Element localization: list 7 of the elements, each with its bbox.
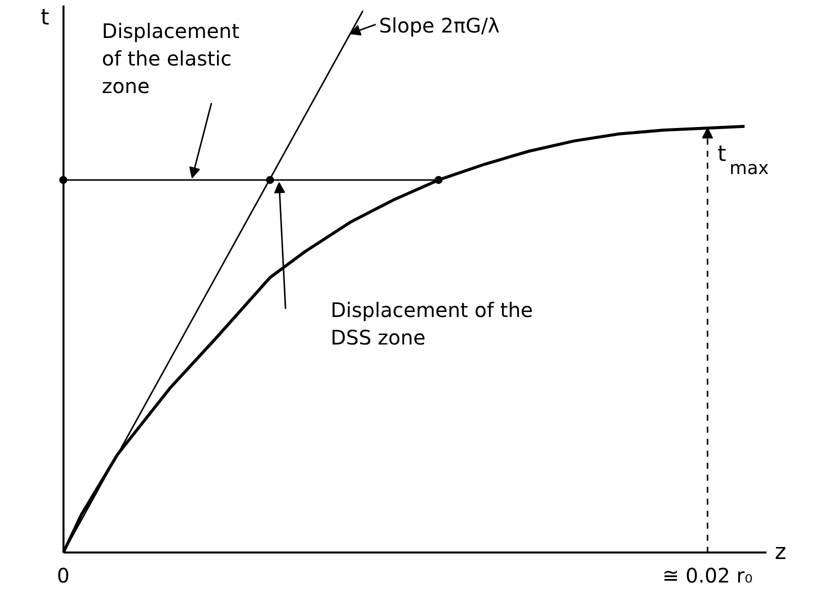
annotation: Slope 2πG/λ	[378, 14, 500, 38]
annotation: Displacement of the elastic zone	[102, 19, 240, 98]
annotation: Displacement of the DSS zone	[330, 298, 533, 350]
x-tick-label: 0	[56, 564, 70, 588]
x-tick-label: ≅ 0.02 r₀	[662, 564, 753, 588]
y-axis-title: t	[40, 6, 50, 30]
x-axis-title: z	[774, 540, 786, 566]
